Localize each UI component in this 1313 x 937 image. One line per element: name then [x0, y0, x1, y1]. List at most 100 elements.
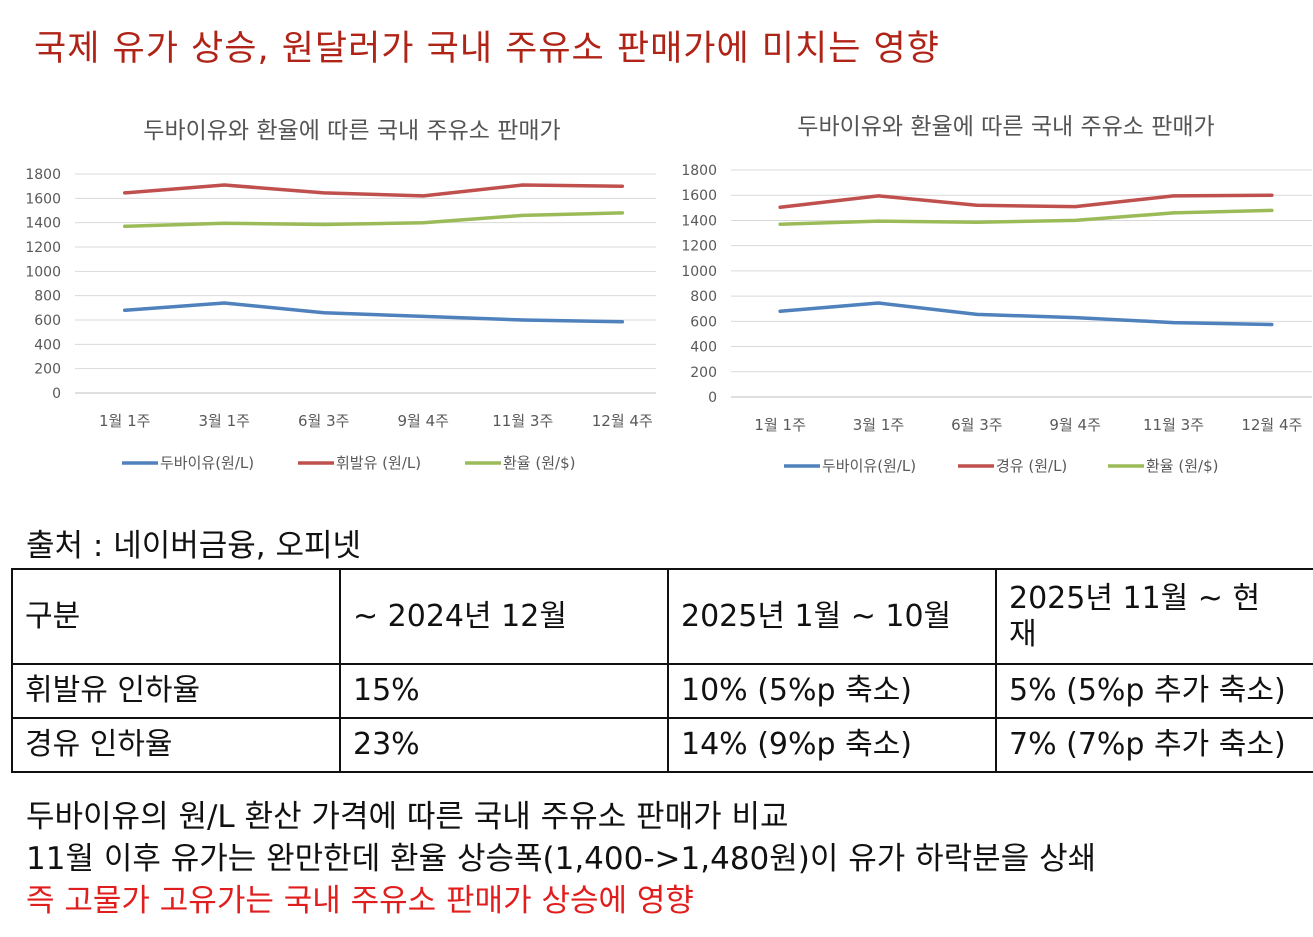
y-tick-label: 1000 [25, 264, 61, 280]
chart-gasoline: 두바이유와 환율에 따른 국내 주유소 판매가 0 200 400 600 800 1000… [0, 100, 656, 490]
y-tick-label: 600 [34, 313, 61, 329]
table-cell: 23% [339, 717, 669, 773]
y-tick-label: 200 [690, 365, 717, 381]
data-point [421, 314, 425, 318]
x-tick-label: 11월 3주 [492, 412, 553, 430]
data-point [421, 221, 425, 225]
data-point [322, 222, 326, 227]
line-chart: 두바이유와 환율에 따른 국내 주유소 판매가 0 200 400 600 800 1000… [25, 118, 656, 472]
data-point [222, 221, 226, 225]
data-point [1073, 315, 1077, 320]
x-tick-label: 1월 1주 [754, 416, 805, 434]
data-point [620, 320, 624, 324]
y-tick-label: 800 [34, 289, 61, 305]
data-point [421, 194, 425, 198]
data-point [975, 312, 979, 316]
series-line [778, 193, 1274, 209]
header-text-wrap: 재 [1009, 616, 1037, 652]
legend-label: 두바이유(원/L) [160, 454, 254, 472]
data-point [876, 194, 881, 198]
series-line [123, 211, 625, 229]
page-title: 국제 유가 상승, 원달러가 국내 주유소 판매가에 미치는 영향 [34, 29, 940, 69]
data-point [521, 213, 525, 217]
x-tick-label: 9월 4주 [1049, 416, 1100, 434]
series-line [778, 208, 1274, 226]
line-chart: 두바이유와 환율에 따른 국내 주유소 판매가 0 200 400 600 800 1000… [681, 114, 1312, 475]
data-point [876, 301, 881, 305]
note-line: 두바이유의 원/L 환산 가격에 따른 국내 주유소 판매가 비교 [26, 799, 789, 835]
y-tick-label: 1200 [681, 239, 717, 255]
series-line [778, 301, 1274, 327]
data-point [222, 301, 226, 305]
y-tick-label: 400 [34, 337, 61, 353]
table-row: 경유 인하율 23% 14% (9%p 축소) 7% (7%p 추가 축소) [11, 717, 1313, 773]
y-tick-label: 1400 [681, 213, 717, 229]
data-point [123, 224, 127, 228]
note-emphasis: 즉 고물가 고유가는 국내 주유소 판매가 상승에 영향 [26, 883, 694, 919]
table-header-cell: 2025년 1월 ~ 10월 [667, 568, 997, 665]
x-tick-label: 9월 4주 [398, 412, 449, 430]
table-header-cell: 구분 [11, 568, 341, 665]
table-row: 휘발유 인하율 15% 10% (5%p 축소) 5% (5%p 추가 축소) [11, 663, 1313, 719]
y-tick-label: 400 [690, 340, 717, 356]
data-point [975, 203, 979, 207]
y-tick-label: 600 [690, 314, 717, 330]
chart-diesel: 두바이유와 환율에 따른 국내 주유소 판매가 0 200 400 600 800 1000… [656, 100, 1312, 490]
data-point [1073, 218, 1077, 223]
y-tick-label: 800 [690, 289, 717, 305]
data-point [620, 184, 624, 188]
data-point [1270, 322, 1274, 327]
table-cell: 경유 인하율 [11, 717, 341, 773]
y-tick-label: 0 [708, 390, 717, 406]
header-text: 2025년 11월 ~ 현 [1009, 580, 1261, 616]
x-tick-label: 6월 3주 [951, 416, 1002, 434]
y-tick-label: 1400 [25, 216, 61, 232]
table-cell: 7% (7%p 추가 축소) [995, 717, 1313, 773]
note-line: 11월 이후 유가는 완만한데 환율 상승폭(1,400->1,480원)이 유… [26, 841, 1097, 877]
data-point [876, 219, 881, 223]
x-tick-label: 12월 4주 [1241, 416, 1302, 434]
y-tick-label: 1800 [25, 167, 61, 183]
data-point [778, 222, 782, 226]
x-tick-label: 1월 1주 [99, 412, 150, 430]
legend-label: 환율 (원/$) [503, 454, 575, 472]
data-point [123, 191, 127, 195]
data-point [778, 205, 782, 209]
data-point [521, 318, 525, 322]
y-tick-label: 1200 [25, 240, 61, 256]
chart-title: 두바이유와 환율에 따른 국내 주유소 판매가 [143, 118, 560, 144]
data-point [1171, 194, 1176, 198]
data-point [322, 311, 326, 315]
data-point [975, 220, 979, 224]
x-tick-label: 12월 4주 [592, 412, 653, 430]
y-tick-label: 0 [52, 386, 61, 402]
y-tick-label: 1800 [681, 163, 717, 179]
table-header-row: 구분 ~ 2024년 12월 2025년 1월 ~ 10월 2025년 11월 … [11, 568, 1313, 665]
data-point [1073, 204, 1077, 209]
series-line [123, 183, 625, 198]
series-line [123, 301, 625, 324]
legend-label: 휘발유 (원/L) [336, 454, 421, 472]
table-cell: 15% [339, 663, 669, 719]
table-cell: 10% (5%p 축소) [667, 663, 997, 719]
data-point [1270, 208, 1274, 212]
x-tick-label: 3월 1주 [199, 412, 250, 430]
y-tick-label: 200 [34, 362, 61, 378]
table-cell: 14% (9%p 축소) [667, 717, 997, 773]
data-point [322, 191, 326, 195]
data-point [1171, 320, 1176, 325]
table-cell: 휘발유 인하율 [11, 663, 341, 719]
data-point [778, 309, 782, 313]
data-point [521, 183, 525, 187]
data-point [1270, 193, 1274, 197]
table-cell: 5% (5%p 추가 축소) [995, 663, 1313, 719]
y-tick-label: 1600 [25, 191, 61, 207]
chart-title: 두바이유와 환율에 따른 국내 주유소 판매가 [797, 114, 1214, 140]
source-note: 출처 : 네이버금융, 오피넷 [26, 528, 362, 564]
data-point [123, 308, 127, 312]
legend-label: 경유 (원/L) [996, 457, 1067, 475]
notes: 두바이유의 원/L 환산 가격에 따른 국내 주유소 판매가 비교 11월 이후… [26, 796, 1096, 922]
y-tick-label: 1000 [681, 264, 717, 280]
x-tick-label: 3월 1주 [853, 416, 904, 434]
